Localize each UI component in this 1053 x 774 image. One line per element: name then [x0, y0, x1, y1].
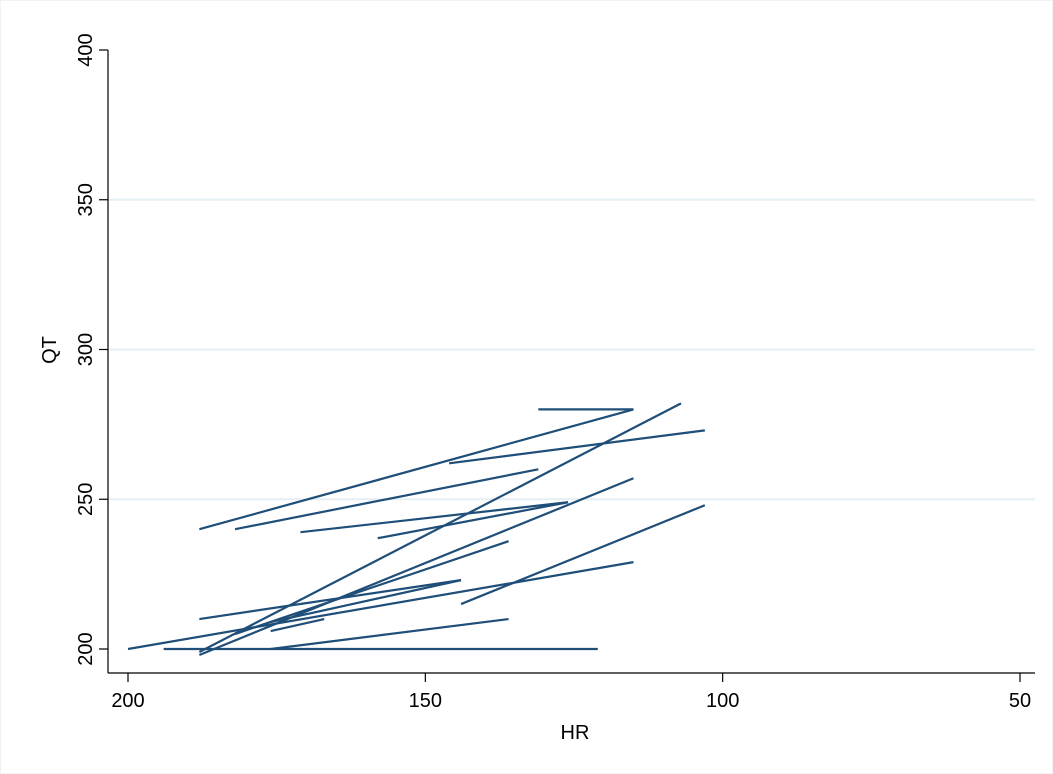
- series-segment-6: [199, 408, 634, 531]
- y-tick-label-300: 300: [75, 333, 97, 366]
- series-segment-8: [234, 468, 539, 531]
- series-segment-1: [127, 561, 634, 651]
- series-segment-5: [199, 579, 462, 621]
- x-tick-label-150: 150: [409, 690, 442, 712]
- x-tick-label-200: 200: [111, 690, 144, 712]
- y-axis-title: QT: [39, 336, 61, 364]
- series-segment-14: [448, 429, 705, 465]
- series-segment-12: [300, 501, 569, 534]
- x-tick-label-50: 50: [1009, 690, 1031, 712]
- gridlines: [108, 198, 1035, 501]
- y-tick-label-200: 200: [75, 632, 97, 665]
- series-segment-9: [270, 617, 509, 651]
- series-segment-10: [270, 579, 462, 624]
- series-segment-7: [234, 540, 509, 636]
- axes: 200 250 300 350 400 200 150 100 50: [75, 33, 1035, 712]
- y-tick-label-350: 350: [75, 183, 97, 216]
- x-axis-title: HR: [561, 722, 590, 744]
- series-segment-11: [270, 617, 325, 633]
- series-segment-15: [460, 504, 706, 606]
- series-lines: [127, 402, 706, 657]
- x-tick-label-100: 100: [706, 690, 739, 712]
- series-segment-13: [377, 501, 569, 540]
- y-tick-label-250: 250: [75, 483, 97, 516]
- series-segment-3: [198, 477, 634, 657]
- y-tick-label-400: 400: [75, 33, 97, 66]
